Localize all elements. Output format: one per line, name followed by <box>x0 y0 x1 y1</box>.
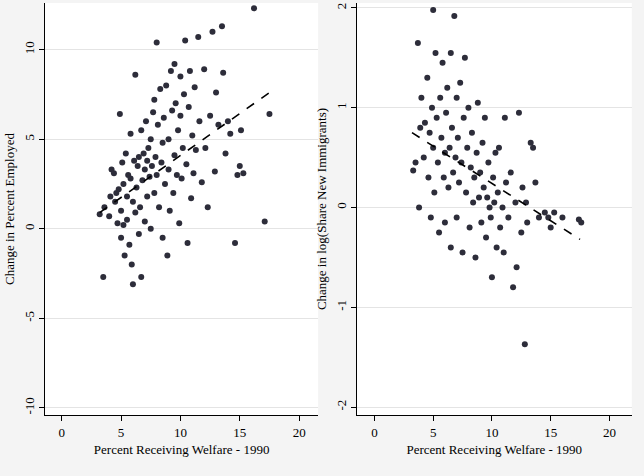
svg-text:10: 10 <box>485 425 498 440</box>
svg-text:Change in Percent Employed: Change in Percent Employed <box>2 133 17 285</box>
svg-text:20: 20 <box>293 425 306 440</box>
svg-text:0: 0 <box>371 425 378 440</box>
svg-text:0: 0 <box>22 224 37 231</box>
svg-text:5: 5 <box>118 425 125 440</box>
svg-text:10: 10 <box>22 41 37 54</box>
svg-text:1: 1 <box>334 103 349 110</box>
svg-text:0: 0 <box>58 425 64 440</box>
svg-text:5: 5 <box>430 425 437 440</box>
svg-text:2: 2 <box>334 3 349 10</box>
svg-text:Change in log(Share New Immigr: Change in log(Share New Immigrants) <box>314 108 329 310</box>
svg-text:10: 10 <box>174 425 187 440</box>
svg-text:15: 15 <box>544 425 557 440</box>
svg-text:15: 15 <box>233 425 246 440</box>
svg-text:-5: -5 <box>22 311 37 322</box>
svg-text:20: 20 <box>603 425 616 440</box>
svg-text:0: 0 <box>334 202 349 209</box>
svg-text:-1: -1 <box>334 300 349 311</box>
svg-text:5: 5 <box>22 134 37 141</box>
svg-text:Percent Receiving Welfare - 19: Percent Receiving Welfare - 1990 <box>406 442 582 457</box>
svg-text:Percent Receiving Welfare - 19: Percent Receiving Welfare - 1990 <box>94 442 270 457</box>
svg-text:-10: -10 <box>22 397 37 414</box>
svg-text:-2: -2 <box>334 400 349 411</box>
